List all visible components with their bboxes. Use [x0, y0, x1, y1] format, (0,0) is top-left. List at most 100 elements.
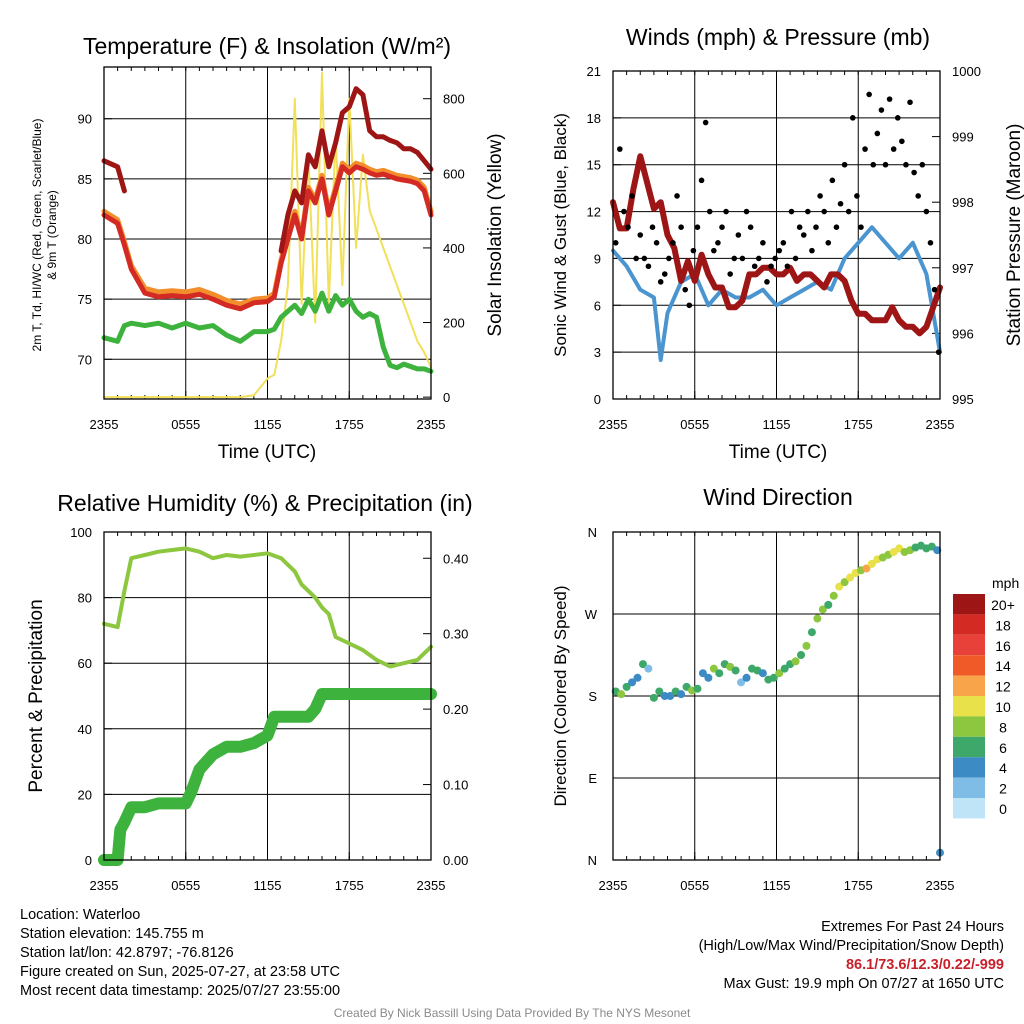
- wind-ytick-label: 21: [587, 64, 601, 79]
- wind-xtick-label: 0555: [680, 417, 709, 432]
- recent-text: Most recent data timestamp: 2025/07/27 2…: [20, 983, 341, 999]
- legend-swatch: [953, 655, 985, 676]
- wind-ytick-right-label: 1000: [952, 64, 981, 79]
- wind-gust-point: [772, 255, 778, 262]
- wind-gust-point: [641, 255, 648, 262]
- rh-ytick-label: 80: [78, 591, 92, 606]
- temp-title: Temperature (F) & Insolation (W/m²): [83, 33, 451, 59]
- wind-xtick-label: 2355: [599, 417, 628, 432]
- created-text: Figure created on Sun, 2025-07-27, at 23…: [20, 964, 340, 980]
- wind-series-maroon: [610, 153, 943, 337]
- wind-ytick-right-label: 999: [952, 130, 974, 145]
- legend-swatch: [953, 614, 985, 635]
- wind-plot: 2355 0555 1155 1755 2355 0 3 6 9 12 15 18 21 995 996 99…: [587, 64, 981, 432]
- wind-gust-point: [719, 224, 725, 230]
- legend-label: 8: [999, 719, 1007, 735]
- wind-gust-point: [854, 193, 860, 199]
- legend-label: 16: [995, 638, 1011, 654]
- wind-gust-point: [805, 208, 811, 215]
- wind-gust-point: [870, 161, 877, 168]
- dir-point: [737, 678, 746, 687]
- wind-ytick-right-label: 995: [952, 392, 974, 407]
- dir-ytick-label: W: [585, 607, 598, 622]
- wind-gust-point: [706, 208, 713, 215]
- wind-gust-point: [723, 208, 729, 215]
- dir-point: [698, 669, 707, 678]
- dir-point: [824, 600, 833, 609]
- extremes-title: Extremes For Past 24 Hours: [821, 919, 1004, 935]
- wind-gust-point: [621, 208, 627, 215]
- wind-gust-point: [690, 247, 697, 254]
- wind-gust-point: [890, 146, 897, 152]
- dir-point: [862, 564, 871, 573]
- rh-frame: [103, 531, 432, 861]
- wind-gust-point: [931, 286, 938, 293]
- wind-ylabel-left: Sonic Wind & Gust (Blue, Black): [551, 113, 570, 357]
- legend-swatch: [953, 594, 985, 615]
- wind-ytick-label: 18: [587, 111, 601, 126]
- dir-xtick-label: 2355: [926, 878, 955, 893]
- wind-gust-point: [899, 138, 905, 145]
- wind-gust-point: [694, 224, 701, 230]
- dir-xtick-label: 2355: [599, 878, 628, 893]
- wind-ylabel-right: Station Pressure (Maroon): [1004, 124, 1024, 347]
- temp-ytick-label: 85: [78, 172, 92, 187]
- elevation-text: Station elevation: 145.755 m: [20, 926, 204, 942]
- wind-gust-point: [731, 255, 738, 262]
- rh-ytick-label: 60: [78, 656, 92, 671]
- dir-point: [644, 664, 653, 673]
- wind-series-blue: [611, 225, 942, 362]
- dir-point: [780, 664, 789, 673]
- wind-ytick-right-label: 997: [952, 261, 974, 276]
- legend-label: 20+: [991, 597, 1015, 613]
- wind-gust-point: [894, 115, 901, 121]
- wind-gust-point: [743, 208, 750, 215]
- rh-ytick-right-label: 0.20: [443, 702, 468, 717]
- wind-gust-point: [776, 247, 783, 254]
- temp-ytick-label: 90: [78, 112, 92, 127]
- dir-xtick-label: 1155: [763, 878, 791, 893]
- wind-gust-point: [727, 271, 733, 277]
- wind-gust-point: [825, 240, 832, 246]
- wind-ytick-label: 9: [594, 251, 601, 266]
- wind-ytick-label: 15: [587, 158, 601, 173]
- legend-swatch: [953, 634, 985, 656]
- wind-gust-point: [780, 240, 787, 246]
- extremes-info: Extremes For Past 24 Hours (High/Low/Max…: [699, 918, 1004, 994]
- temp-ytick-right-label: 0: [443, 390, 450, 405]
- legend-swatch: [953, 696, 985, 717]
- wind-gust-point: [633, 255, 639, 262]
- wind-gust-point: [674, 193, 680, 199]
- wind-gust-point: [858, 224, 864, 230]
- wind-gust-point: [657, 279, 664, 285]
- wind-gust-point: [711, 247, 717, 254]
- wind-gust-point: [649, 224, 656, 230]
- credit-text: Created By Nick Bassill Using Data Provi…: [333, 1006, 691, 1020]
- legend-label: 14: [995, 658, 1011, 674]
- dir-point: [933, 546, 942, 555]
- legend-swatch: [953, 798, 985, 819]
- wind-gust-point: [698, 177, 705, 184]
- dir-ytick-label: N: [588, 853, 597, 868]
- dir-ylabel: Direction (Colored By Speed): [551, 585, 570, 806]
- wind-gust-point: [788, 208, 795, 215]
- temp-ylabel-left-1: 2m T, Td, HI/WC (Red, Green, Scarlet/Blu…: [30, 119, 44, 352]
- wind-gust-point: [702, 119, 709, 126]
- rh-ytick-right-label: 0.30: [443, 627, 468, 642]
- wind-gust-point: [625, 224, 631, 230]
- wind-gust-point: [666, 255, 672, 262]
- wind-gust-point: [919, 161, 926, 168]
- dir-point: [731, 666, 740, 675]
- wind-gust-point: [813, 224, 819, 230]
- temp-ytick-label: 75: [78, 292, 92, 307]
- legend-label: 0: [999, 801, 1007, 817]
- wind-gust-point: [837, 200, 844, 207]
- wind-gust-point: [915, 193, 921, 199]
- dir-point: [802, 641, 811, 650]
- wind-gust-point: [829, 177, 836, 184]
- temp-ylabel-left-2: & 9m T (Orange): [45, 190, 59, 280]
- wind-ytick-label: 3: [594, 345, 601, 360]
- wind-gust-point: [800, 232, 807, 238]
- dir-point: [807, 628, 816, 637]
- dir-xtick-label: 0555: [680, 878, 709, 893]
